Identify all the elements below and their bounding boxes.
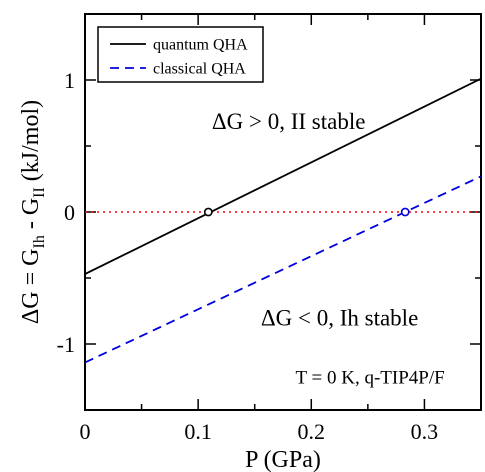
y-axis-title: ΔG = GIh - GII (kJ/mol) <box>18 100 48 324</box>
y-axis-title-subscript-ii: II <box>31 187 48 198</box>
annotation-2: T = 0 K, q-TIP4P/F <box>296 368 445 389</box>
crossing-point-marker <box>400 207 410 217</box>
label-layer: 0 0.1 0.2 0.3 -1 0 1 ΔG > 0, II stable ΔG < 0, I… <box>57 68 445 444</box>
y-axis-title-part-2: - G <box>18 198 44 235</box>
series-line-0 <box>85 77 481 275</box>
series-line-1 <box>85 175 481 364</box>
y-tick-label: -1 <box>57 332 75 357</box>
data-layer <box>85 77 481 364</box>
annotation-0: ΔG > 0, II stable <box>212 109 366 134</box>
x-axis-title: P (GPa) <box>245 447 321 472</box>
legend: quantum QHA classical QHA <box>97 26 264 83</box>
x-tick-label: 0.2 <box>298 419 326 444</box>
x-tick-label: 0 <box>80 419 91 444</box>
ticks <box>84 13 482 411</box>
y-axis-title-part-1: ΔG = G <box>18 249 44 325</box>
marker-layer <box>203 207 410 217</box>
y-axis-title-part-3: (kJ/mol) <box>18 100 44 187</box>
y-axis-title-subscript-ih: Ih <box>31 235 48 248</box>
legend-label-quantum: quantum QHA <box>153 37 248 54</box>
x-tick-label: 0.1 <box>184 419 212 444</box>
annotation-1: ΔG < 0, Ih stable <box>261 306 418 331</box>
y-tick-label: 0 <box>64 200 75 225</box>
crossing-point-marker <box>203 207 213 217</box>
legend-box <box>97 26 264 83</box>
x-tick-label: 0.3 <box>411 419 439 444</box>
legend-label-classical: classical QHA <box>153 61 246 78</box>
y-tick-label: 1 <box>64 68 75 93</box>
